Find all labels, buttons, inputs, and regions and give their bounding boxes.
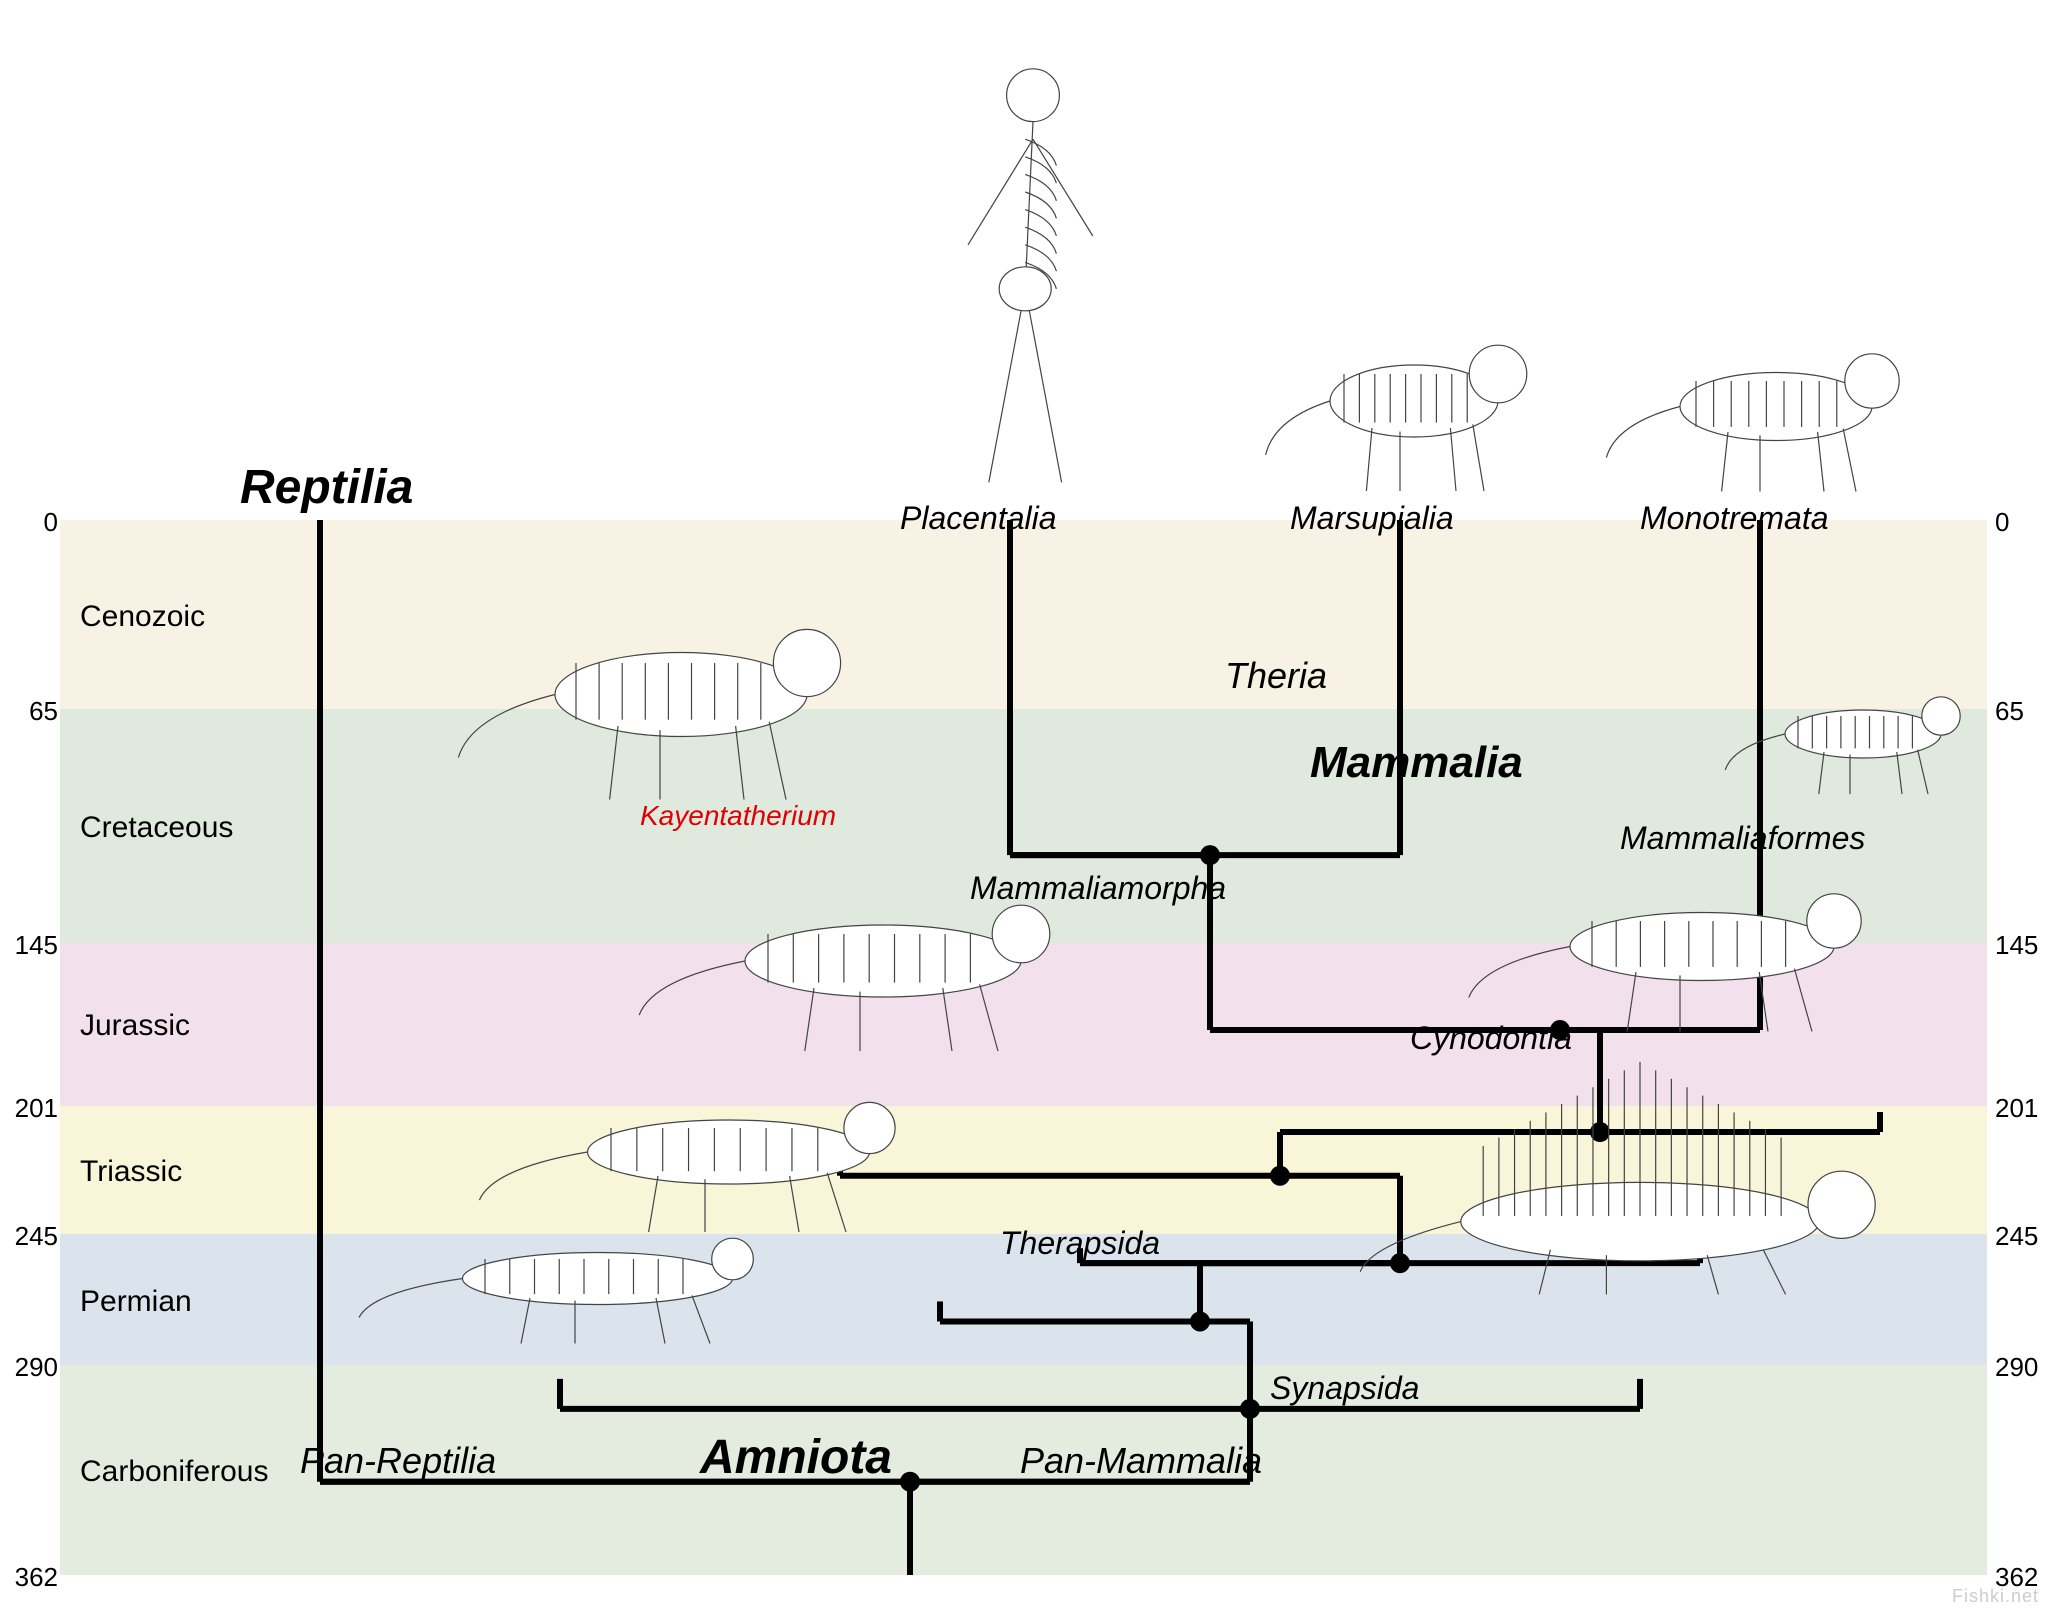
label-monotremata: Monotremata <box>1640 500 1829 537</box>
phylogeny-tree <box>0 0 2047 1611</box>
label-pan-mammalia: Pan-Mammalia <box>1020 1440 1262 1482</box>
label-pan-reptilia: Pan-Reptilia <box>300 1440 496 1482</box>
diagram-stage: CenozoicCretaceousJurassicTriassicPermia… <box>0 0 2047 1611</box>
label-cynodontia: Cynodontia <box>1410 1020 1572 1057</box>
label-mammaliaformes: Mammaliaformes <box>1620 820 1865 857</box>
label-amniota: Amniota <box>700 1430 892 1485</box>
label-mammalia: Mammalia <box>1310 738 1523 788</box>
label-marsupialia: Marsupialia <box>1290 500 1454 537</box>
watermark: Fishki.net <box>1952 1586 2039 1607</box>
label-synapsida: Synapsida <box>1270 1370 1419 1407</box>
label-reptilia: Reptilia <box>240 460 413 515</box>
label-mammaliamorpha: Mammaliamorpha <box>970 870 1226 907</box>
label-therapsida: Therapsida <box>1000 1225 1160 1262</box>
label-kayentatherium: Kayentatherium <box>640 800 836 832</box>
label-placentalia: Placentalia <box>900 500 1057 537</box>
label-theria: Theria <box>1225 655 1327 697</box>
